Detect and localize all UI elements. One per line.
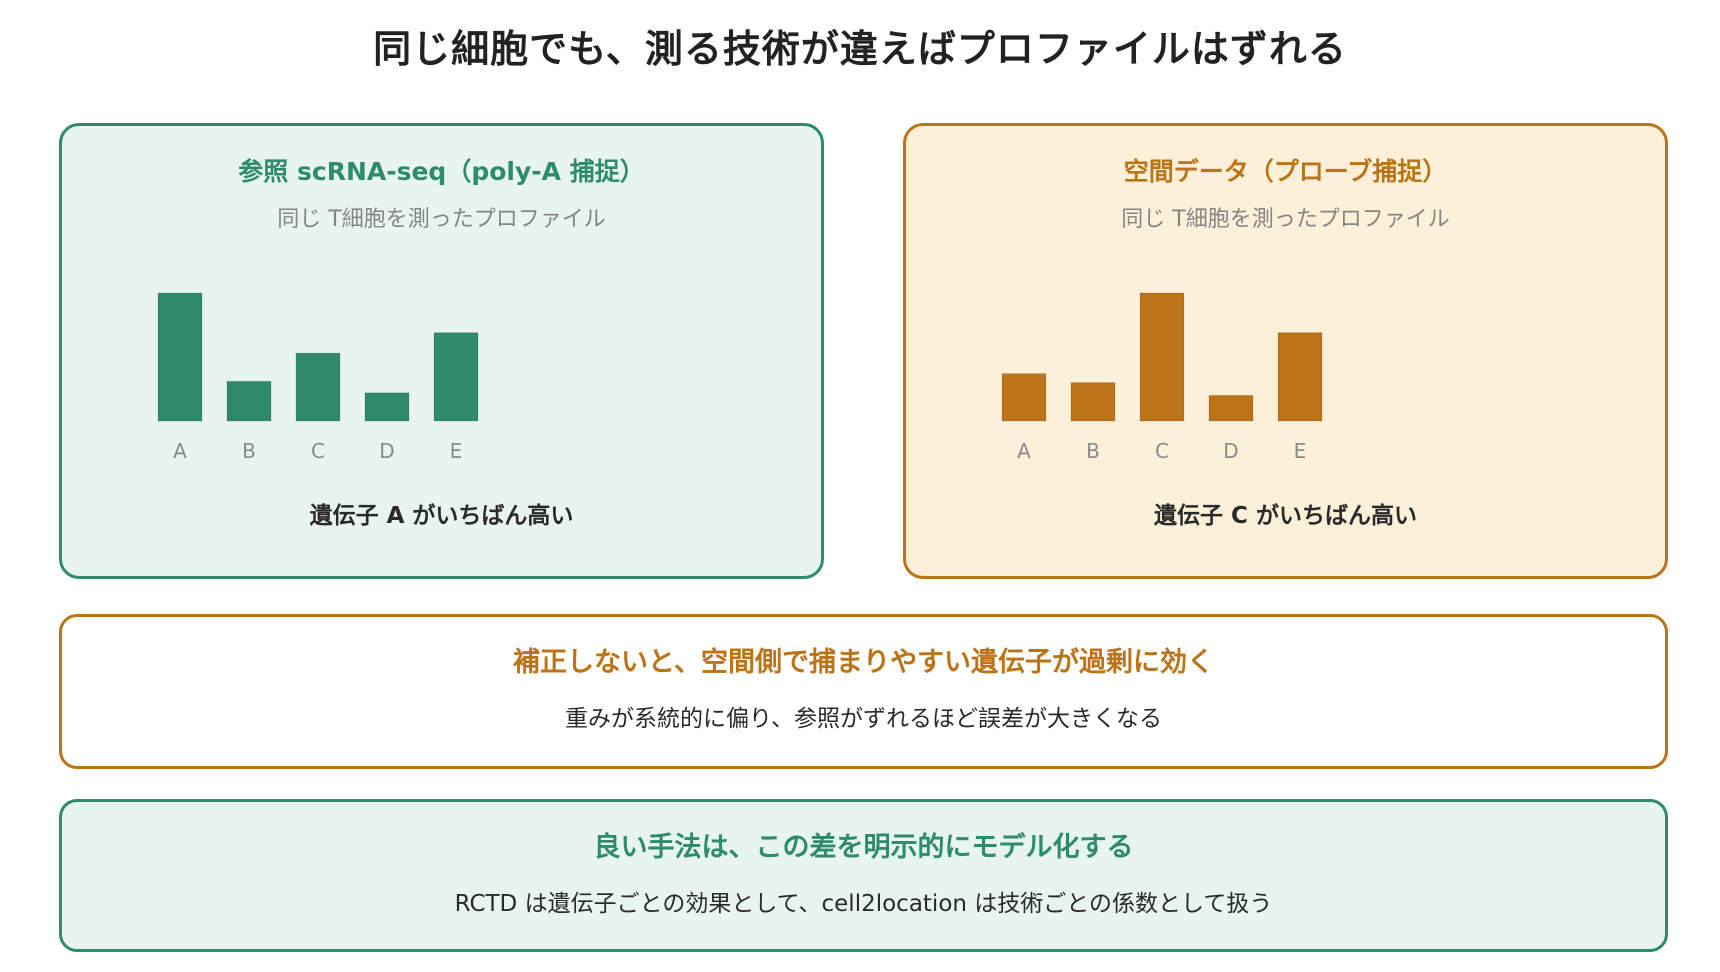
bar-a [157, 292, 203, 422]
spatial-panel-caption: 遺伝子 C がいちばん高い [1154, 503, 1417, 529]
bar-a [1001, 373, 1047, 422]
reference-panel: 参照 scRNA-seq（poly-A 捕捉） 同じ T細胞を測ったプロファイル… [59, 123, 824, 579]
bar-label-b: B [1086, 439, 1100, 463]
spatial-bar-chart: A B C D E [1001, 292, 1323, 463]
bar-label-b: B [242, 439, 256, 463]
reference-bar-chart: A B C D E [157, 292, 479, 463]
bar-label-a: A [1017, 439, 1031, 463]
bar-e [1277, 332, 1323, 422]
reference-panel-subtitle: 同じ T細胞を測ったプロファイル [277, 207, 606, 232]
reference-panel-caption: 遺伝子 A がいちばん高い [309, 503, 574, 529]
bar-c [1139, 292, 1185, 422]
bar-e [433, 332, 479, 422]
spatial-panel-subtitle: 同じ T細胞を測ったプロファイル [1121, 207, 1450, 232]
bar-label-c: C [1155, 439, 1169, 463]
warning-text: 重みが系統的に偏り、参照がずれるほど誤差が大きくなる [564, 706, 1163, 732]
solution-title: 良い手法は、この差を明示的にモデル化する [593, 832, 1134, 863]
bar-label-c: C [311, 439, 325, 463]
solution-box: 良い手法は、この差を明示的にモデル化する RCTD は遺伝子ごとの効果として、c… [59, 799, 1668, 952]
bar-c [295, 352, 341, 422]
bar-label-d: D [1223, 439, 1238, 463]
bar-b [226, 380, 272, 422]
solution-text: RCTD は遺伝子ごとの効果として、cell2location は技術ごとの係数… [454, 891, 1273, 917]
bar-label-e: E [450, 439, 463, 463]
warning-box: 補正しないと、空間側で捕まりやすい遺伝子が過剰に効く 重みが系統的に偏り、参照が… [59, 614, 1668, 769]
bar-d [364, 392, 410, 422]
reference-panel-title: 参照 scRNA-seq（poly-A 捕捉） [238, 157, 645, 186]
warning-title: 補正しないと、空間側で捕まりやすい遺伝子が過剰に効く [513, 647, 1214, 678]
spatial-panel-title: 空間データ（プローブ捕捉） [1123, 157, 1448, 186]
bar-label-e: E [1294, 439, 1307, 463]
spatial-panel: 空間データ（プローブ捕捉） 同じ T細胞を測ったプロファイル A B C D E 遺伝子… [903, 123, 1668, 579]
bar-label-a: A [173, 439, 187, 463]
bar-label-d: D [379, 439, 394, 463]
page-title: 同じ細胞でも、測る技術が違えばプロファイルはずれる [373, 27, 1347, 71]
bar-d [1208, 394, 1254, 422]
bar-b [1070, 382, 1116, 422]
